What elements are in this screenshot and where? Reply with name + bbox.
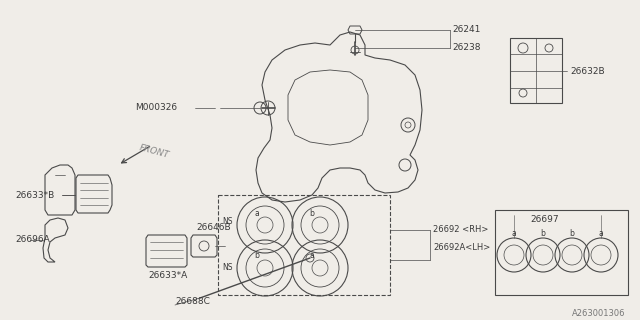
Text: A263001306: A263001306 [572,308,625,317]
Text: 26697: 26697 [531,215,559,225]
Text: a: a [310,252,314,260]
Text: b: b [570,228,575,237]
Text: 26632B: 26632B [570,67,605,76]
Text: b: b [541,228,545,237]
Text: a: a [598,228,604,237]
Text: 26633*B: 26633*B [15,190,54,199]
Text: b: b [255,252,259,260]
Text: NS: NS [222,263,232,273]
Text: b: b [310,209,314,218]
Text: M000326: M000326 [135,103,177,113]
Text: 26688C: 26688C [175,298,210,307]
Text: 26646B: 26646B [196,223,230,233]
Text: a: a [511,228,516,237]
Text: 26241: 26241 [452,26,481,35]
Text: 26692 <RH>: 26692 <RH> [433,226,488,235]
Text: 26238: 26238 [452,44,481,52]
Text: a: a [255,209,259,218]
Text: 26633*A: 26633*A [148,270,188,279]
Text: 26696A: 26696A [15,236,50,244]
Text: 26692A<LH>: 26692A<LH> [433,244,490,252]
Text: FRONT: FRONT [138,144,170,160]
Text: NS: NS [222,218,232,227]
